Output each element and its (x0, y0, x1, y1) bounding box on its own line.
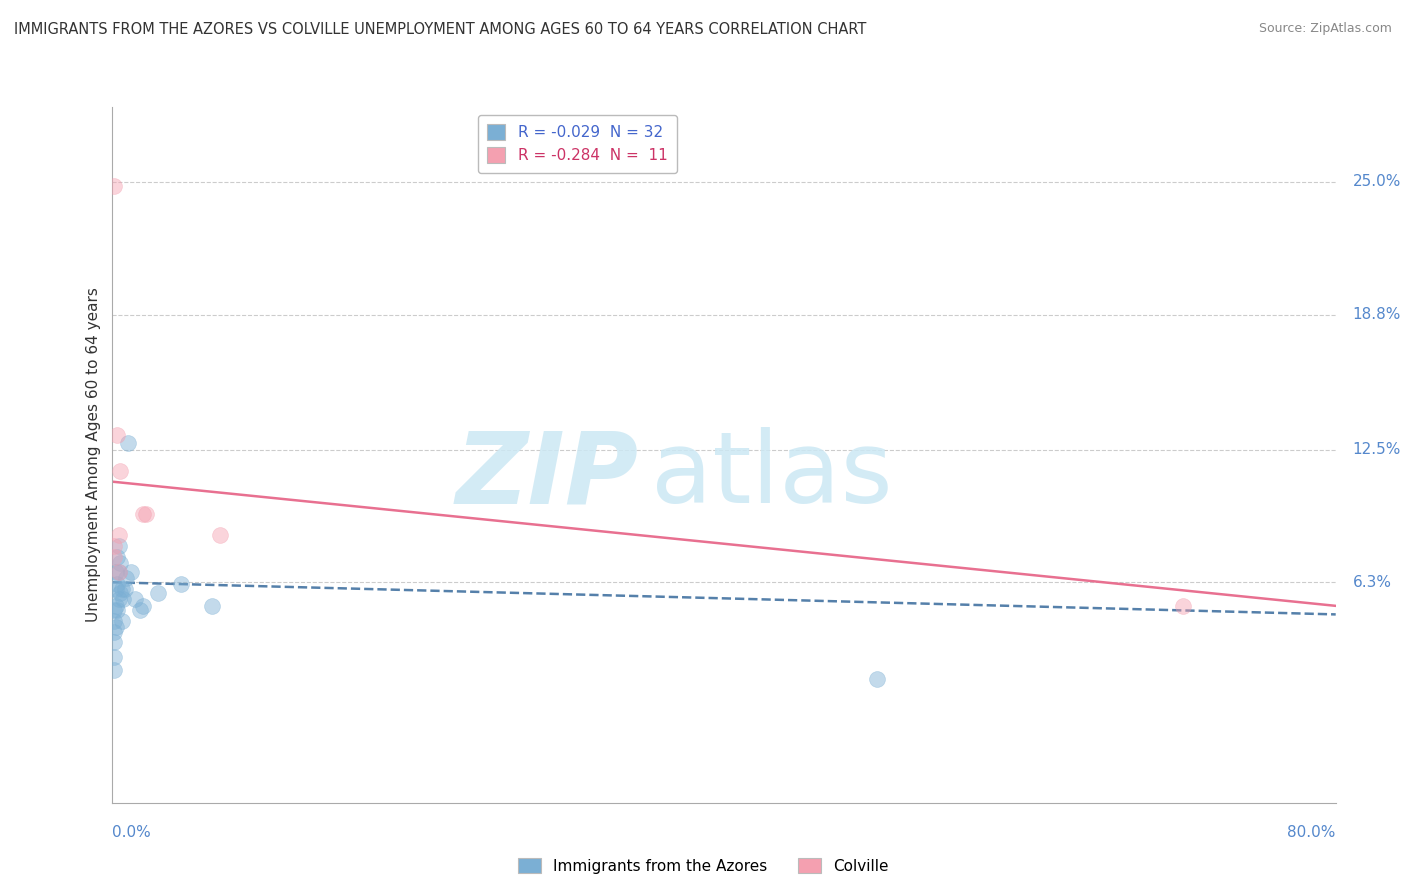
Text: IMMIGRANTS FROM THE AZORES VS COLVILLE UNEMPLOYMENT AMONG AGES 60 TO 64 YEARS CO: IMMIGRANTS FROM THE AZORES VS COLVILLE U… (14, 22, 866, 37)
Point (103, 635, 125, 649)
Text: 25.0%: 25.0% (1353, 175, 1400, 189)
Point (103, 179, 125, 194)
Point (208, 528, 231, 542)
Point (107, 539, 129, 553)
Point (117, 436, 139, 450)
Text: 80.0%: 80.0% (1288, 825, 1336, 840)
Point (107, 592, 129, 607)
Point (103, 549, 125, 564)
Point (103, 663, 125, 677)
Point (108, 586, 131, 600)
Point (104, 599, 127, 613)
Point (124, 592, 146, 607)
Point (112, 592, 135, 607)
Point (108, 464, 131, 478)
Legend: Immigrants from the Azores, Colville: Immigrants from the Azores, Colville (512, 852, 894, 880)
Point (148, 586, 170, 600)
Point (111, 582, 134, 596)
Point (132, 507, 155, 521)
Point (111, 614, 134, 628)
Point (105, 427, 128, 442)
Point (107, 528, 129, 542)
Point (135, 507, 157, 521)
Text: 0.0%: 0.0% (112, 825, 152, 840)
Point (115, 571, 138, 585)
Point (103, 624, 125, 639)
Point (108, 556, 131, 570)
Point (107, 565, 129, 579)
Text: Source: ZipAtlas.com: Source: ZipAtlas.com (1258, 22, 1392, 36)
Text: 6.3%: 6.3% (1353, 574, 1392, 590)
Point (105, 549, 128, 564)
Point (103, 650, 125, 665)
Point (201, 599, 224, 613)
Point (1171, 599, 1194, 613)
Point (104, 565, 127, 579)
Text: ZIP: ZIP (456, 427, 638, 524)
Point (107, 565, 129, 579)
Point (104, 620, 127, 634)
Text: 12.5%: 12.5% (1353, 442, 1400, 457)
Text: 18.8%: 18.8% (1353, 307, 1400, 322)
Point (114, 582, 136, 596)
Point (105, 603, 128, 617)
Point (866, 672, 889, 686)
Point (103, 614, 125, 628)
Point (129, 603, 152, 617)
Point (120, 565, 142, 579)
Point (103, 539, 125, 553)
Text: atlas: atlas (651, 427, 893, 524)
Point (104, 582, 127, 596)
Y-axis label: Unemployment Among Ages 60 to 64 years: Unemployment Among Ages 60 to 64 years (86, 287, 101, 623)
Point (103, 603, 125, 617)
Point (170, 577, 193, 591)
Legend: R = -0.029  N = 32, R = -0.284  N =  11: R = -0.029 N = 32, R = -0.284 N = 11 (478, 115, 676, 173)
Point (132, 599, 155, 613)
Point (105, 577, 128, 591)
